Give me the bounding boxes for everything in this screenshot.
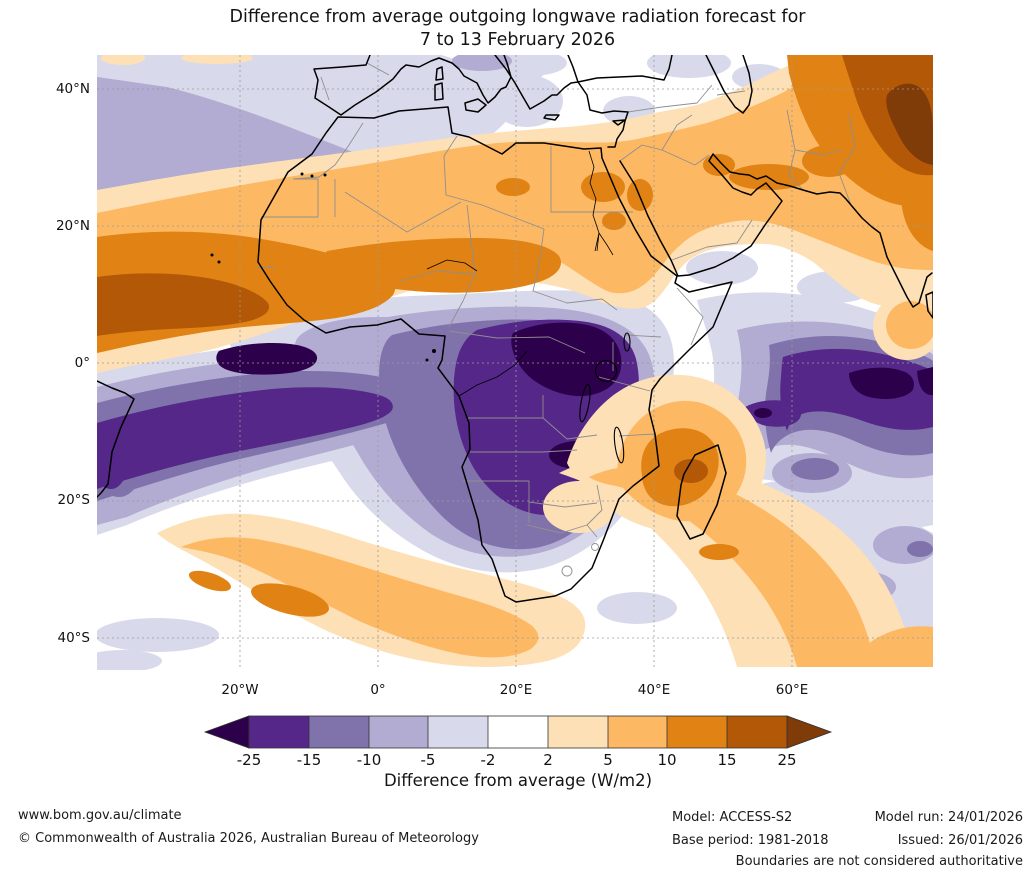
- lon-label-40e: 40°E: [637, 682, 671, 698]
- colorbar-segment: [249, 716, 309, 748]
- map-canvas: [82, 45, 941, 672]
- rivers: [426, 150, 614, 397]
- footer-disclaimer: Boundaries are not considered authoritat…: [735, 854, 1023, 869]
- footer-base-period: Base period: 1981-2018: [672, 833, 829, 848]
- lon-label-60e: 60°E: [775, 682, 809, 698]
- lat-label-40n: 40°N: [55, 81, 90, 97]
- colorbar-segment: [727, 716, 787, 748]
- lat-label-20n: 20°N: [55, 218, 90, 234]
- anomaly-map-svg: [82, 45, 941, 672]
- colorbar-arrow-low: [203, 715, 250, 749]
- lon-label-20w: 20°W: [221, 682, 259, 698]
- colorbar-segment: [309, 716, 369, 748]
- island-dot: [310, 174, 314, 178]
- colorbar-segment: [548, 716, 608, 748]
- lat-label-40s: 40°S: [57, 630, 91, 646]
- lakes: [579, 332, 631, 464]
- colorbar-segment-dividers: [248, 715, 788, 749]
- footer-copyright: © Commonwealth of Australia 2026, Austra…: [18, 831, 479, 846]
- colorbar-tick: -10: [356, 751, 382, 769]
- lake-tanganyika: [579, 383, 591, 423]
- south-america-coastline: [96, 380, 135, 498]
- colorbar-segment: [608, 716, 667, 748]
- colorbar-segment: [428, 716, 488, 748]
- island-dot: [432, 349, 436, 353]
- island-dot: [300, 172, 304, 176]
- positive-anomaly-contours: [97, 51, 941, 667]
- title-line-2: 7 to 13 February 2026: [419, 30, 616, 50]
- colorbar-tick: 10: [657, 751, 677, 769]
- footer-website[interactable]: www.bom.gov.au/climate: [18, 808, 182, 823]
- colorbar-tick: -2: [480, 751, 496, 769]
- island-dot: [217, 260, 221, 264]
- lake-victoria: [594, 359, 618, 383]
- island-dot: [210, 253, 214, 257]
- country-borders: [257, 62, 856, 577]
- colorbar-tick: -25: [236, 751, 262, 769]
- madagascar-coastline: [676, 444, 727, 540]
- lon-label-20e: 20°E: [499, 682, 533, 698]
- europe-coastline: [313, 54, 673, 148]
- caspian-sea-coastline: [705, 54, 753, 114]
- colorbar-tick: 5: [603, 751, 613, 769]
- island-dot: [425, 358, 429, 362]
- colorbar-tick: -5: [420, 751, 436, 769]
- colorbar-label: Difference from average (W/m2): [383, 771, 653, 790]
- mediterranean-islands: [434, 66, 626, 126]
- lat-label-20s: 20°S: [57, 492, 91, 508]
- island-dot: [323, 173, 327, 177]
- colorbar: [203, 715, 833, 749]
- colorbar-segment: [667, 716, 727, 748]
- footer-model-run: Model run: 24/01/2026: [874, 810, 1023, 825]
- lat-label-0: 0°: [74, 355, 90, 371]
- colorbar-segment: [488, 716, 548, 748]
- colorbar-tick: -15: [296, 751, 322, 769]
- colorbar-tick: 2: [543, 751, 553, 769]
- footer-issued: Issued: 26/01/2026: [897, 833, 1023, 848]
- colorbar-tick: 25: [777, 751, 797, 769]
- graticule-gridlines: [97, 55, 933, 670]
- colorbar-tick: 15: [717, 751, 737, 769]
- colorbar-arrow-high: [786, 715, 833, 749]
- coastlines: [96, 54, 934, 603]
- lon-label-0: 0°: [370, 682, 386, 698]
- footer-model: Model: ACCESS-S2: [672, 810, 793, 825]
- colorbar-segment: [369, 716, 428, 748]
- chart-title: Difference from average outgoing longwav…: [0, 6, 1035, 52]
- lake-malawi: [613, 426, 625, 464]
- lake-turkana: [623, 332, 631, 352]
- title-line-1: Difference from average outgoing longwav…: [229, 7, 806, 27]
- africa-coastline: [257, 106, 733, 603]
